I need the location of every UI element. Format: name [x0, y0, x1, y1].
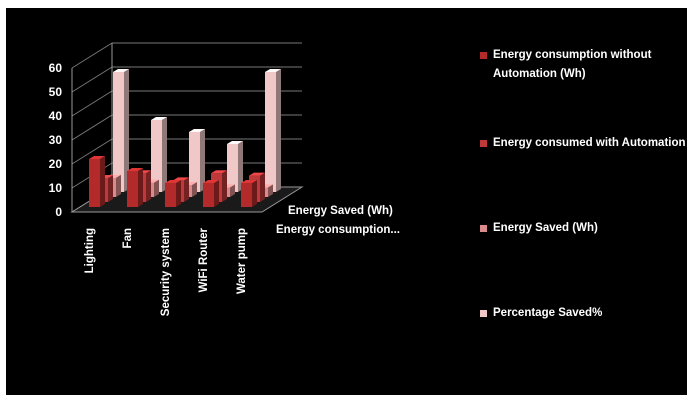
bar-side-s0-c3 [214, 180, 219, 207]
legend-item-3: Percentage Saved% [480, 304, 690, 323]
bar-top-s0-c0 [89, 156, 105, 159]
legend-swatch-0 [480, 52, 487, 59]
bar-s0-c4 [241, 183, 252, 207]
bar-top-s0-c4 [241, 180, 257, 183]
bar-s3-c3 [227, 144, 238, 192]
x-tick-label-2: Security system [160, 228, 172, 316]
y-tick-label-1: 10 [49, 181, 63, 195]
bar-top-s3-c2 [189, 129, 205, 132]
bar-side-s0-c0 [100, 156, 105, 207]
legend-swatch-3 [480, 310, 487, 317]
y-tick-label-0: 0 [55, 205, 62, 219]
legend-swatch-1 [480, 140, 487, 147]
bar-top-s3-c4 [265, 69, 281, 72]
bar-side-s2-c4 [268, 184, 273, 197]
bar-top-s0-c2 [165, 180, 181, 183]
bar-side-s0-c2 [176, 180, 181, 207]
legend-item-0: Energy consumption without Automation (W… [480, 46, 690, 84]
bar-side-s2-c3 [230, 184, 235, 197]
bar-top-s0-c3 [203, 180, 219, 183]
bar-side-s3-c3 [238, 141, 243, 192]
bar-top-s1-c2 [173, 177, 189, 181]
bar-top-s3-c3 [227, 141, 243, 144]
bar-side-s1-c0 [108, 175, 113, 202]
legend-label-1: Energy consumed with Automation [493, 137, 686, 149]
bar-s3-c0 [113, 72, 124, 192]
bar-s0-c2 [165, 183, 176, 207]
y-tick-label-4: 40 [49, 109, 63, 123]
bar-side-s3-c4 [276, 69, 281, 192]
bar-side-s3-c2 [200, 129, 205, 192]
bar-side-s1-c3 [222, 170, 227, 202]
legend-swatch-2 [480, 225, 487, 232]
y-tick-label-6: 60 [49, 61, 63, 75]
bar-top-s1-c4 [249, 172, 265, 176]
x-tick-label-0: Lighting [84, 228, 96, 273]
legend-item-1: Energy consumed with Automation [480, 134, 690, 153]
bar-side-s2-c2 [192, 182, 197, 197]
bar-side-s0-c4 [252, 180, 257, 207]
x-tick-label-1: Fan [122, 228, 134, 248]
bar-top-s1-c3 [211, 170, 227, 174]
gridline-side-3 [71, 114, 113, 141]
legend-label-0: Energy consumption without Automation (W… [493, 49, 652, 80]
x-tick-label-3: WiFi Router [198, 227, 210, 292]
x-tick-label-4: Water pump [236, 228, 248, 294]
bar-side-s3-c0 [124, 69, 129, 192]
bar-s0-c3 [203, 183, 214, 207]
legend-item-2: Energy Saved (Wh) [480, 219, 690, 238]
legend-label-2: Energy Saved (Wh) [493, 222, 598, 234]
bar-side-s2-c1 [154, 179, 159, 197]
depth-label-0: Energy Saved (Wh) [288, 205, 393, 217]
gridline-side-4 [71, 90, 113, 117]
bar-side-s0-c1 [138, 168, 143, 207]
bar-s3-c1 [151, 120, 162, 192]
bar-side-s1-c4 [260, 172, 265, 202]
chart-area: 0 10 20 30 40 50 60 Lighting Fan Security system W… [6, 8, 687, 395]
bar-top-s3-c0 [113, 69, 129, 72]
y-tick-label-5: 50 [49, 85, 63, 99]
gridline-side-5 [71, 66, 113, 93]
y-tick-label-2: 20 [49, 157, 63, 171]
bar-side-s3-c1 [162, 117, 167, 192]
bar-side-s2-c0 [116, 174, 121, 197]
legend-label-3: Percentage Saved% [493, 307, 603, 319]
y-tick-label-3: 30 [49, 133, 63, 147]
bar-top-s0-c1 [127, 168, 143, 171]
bar-s0-c0 [89, 159, 100, 207]
depth-label-1: Energy consumption... [276, 224, 400, 236]
bar-s0-c1 [127, 171, 138, 207]
bar-s3-c2 [189, 132, 200, 192]
bar-side-s1-c1 [146, 170, 151, 202]
bar-s3-c4 [265, 72, 276, 192]
gridline-side-2 [71, 138, 113, 165]
bar-top-s3-c1 [151, 117, 167, 120]
gridline-side-6 [71, 42, 113, 69]
chart-plot: 0 10 20 30 40 50 60 Lighting Fan Security system W… [49, 42, 400, 316]
bar-side-s1-c2 [184, 177, 189, 202]
